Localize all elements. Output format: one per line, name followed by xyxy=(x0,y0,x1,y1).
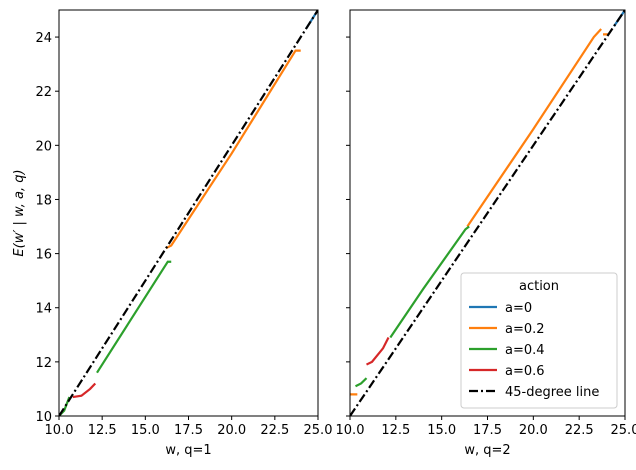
y-tick-label: 22 xyxy=(35,85,52,100)
x-tick-label: 20.0 xyxy=(217,423,246,438)
x-tick-label: 20.0 xyxy=(519,423,548,438)
y-tick-label: 14 xyxy=(35,302,52,317)
series-line xyxy=(59,260,172,416)
y-tick-label: 16 xyxy=(35,248,52,263)
x-tick-label: 25.0 xyxy=(304,423,333,438)
y-tick-label: 20 xyxy=(35,139,52,154)
axes-frame xyxy=(349,9,626,417)
series-line xyxy=(165,49,301,250)
x-tick-label: 15.0 xyxy=(427,423,456,438)
y-tick-label: 18 xyxy=(35,193,52,208)
legend-label: a=0.2 xyxy=(505,322,545,337)
x-axis-label: w, q=2 xyxy=(464,443,510,458)
series-line xyxy=(72,382,97,399)
x-tick-label: 17.5 xyxy=(174,423,203,438)
series-line xyxy=(366,337,390,366)
y-axis-label: E(w′ | w, a, q) xyxy=(12,169,27,256)
series-line xyxy=(350,10,625,416)
axes-frame xyxy=(58,9,319,417)
x-tick-label: 12.5 xyxy=(381,423,410,438)
x-tick-label: 22.5 xyxy=(260,423,289,438)
y-tick-label: 12 xyxy=(35,356,52,371)
legend-box xyxy=(460,272,618,409)
x-tick-label: 10.0 xyxy=(45,423,74,438)
legend-title: action xyxy=(519,279,559,294)
x-tick-label: 12.5 xyxy=(88,423,117,438)
x-axis-label: w, q=1 xyxy=(165,443,211,458)
x-tick-label: 22.5 xyxy=(565,423,594,438)
legend-label: a=0 xyxy=(505,301,532,316)
y-tick-label: 10 xyxy=(35,410,52,425)
legend-label: 45-degree line xyxy=(505,385,599,400)
legend-label: a=0.6 xyxy=(505,364,545,379)
series-line xyxy=(59,10,318,416)
legend-label: a=0.4 xyxy=(505,343,545,358)
x-tick-label: 25.0 xyxy=(611,423,636,438)
y-tick-label: 24 xyxy=(35,31,52,46)
x-tick-label: 10.0 xyxy=(336,423,365,438)
x-tick-label: 17.5 xyxy=(473,423,502,438)
series-line xyxy=(355,225,470,388)
x-tick-label: 15.0 xyxy=(131,423,160,438)
